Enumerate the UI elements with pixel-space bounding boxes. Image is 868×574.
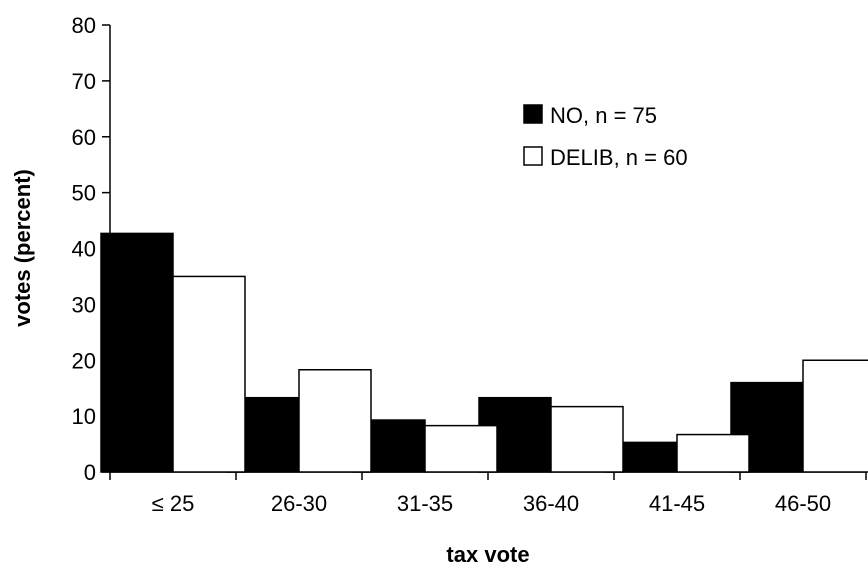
y-axis-title: votes (percent)	[10, 169, 35, 327]
y-tick-label: 60	[72, 125, 96, 150]
legend-label: NO, n = 75	[550, 103, 657, 128]
y-tick-label: 20	[72, 348, 96, 373]
y-tick-label: 30	[72, 292, 96, 317]
legend-swatch	[523, 146, 543, 166]
bar-delib	[298, 368, 372, 473]
legend: NO, n = 75 DELIB, n = 60	[523, 103, 688, 170]
bars	[100, 232, 868, 473]
x-tick-label: 41-45	[649, 491, 705, 516]
bar-delib	[424, 424, 498, 473]
y-tick-label: 0	[84, 460, 96, 485]
x-tick-label: 31-35	[397, 491, 453, 516]
x-tick-label: 26-30	[271, 491, 327, 516]
y-axis: 0 10 20 30 40 50 60 70 80	[72, 13, 111, 485]
x-tick-label: 36-40	[523, 491, 579, 516]
bar-delib	[172, 275, 246, 473]
legend-label: DELIB, n = 60	[550, 145, 688, 170]
y-tick-label: 40	[72, 237, 96, 262]
legend-swatch	[523, 104, 543, 124]
x-axis-title: tax vote	[446, 542, 529, 567]
bar-delib	[802, 359, 868, 473]
y-tick-label: 50	[72, 181, 96, 206]
x-tick-label: 46-50	[775, 491, 831, 516]
y-tick-label: 10	[72, 404, 96, 429]
bar-delib	[550, 405, 624, 473]
x-axis: ≤ 25 26-30 31-35 36-40 41-45 46-50	[109, 471, 867, 516]
bar-no	[100, 232, 174, 473]
x-tick-label: ≤ 25	[152, 491, 195, 516]
y-tick-label: 70	[72, 69, 96, 94]
bar-delib	[676, 433, 750, 473]
y-tick-label: 80	[72, 13, 96, 38]
